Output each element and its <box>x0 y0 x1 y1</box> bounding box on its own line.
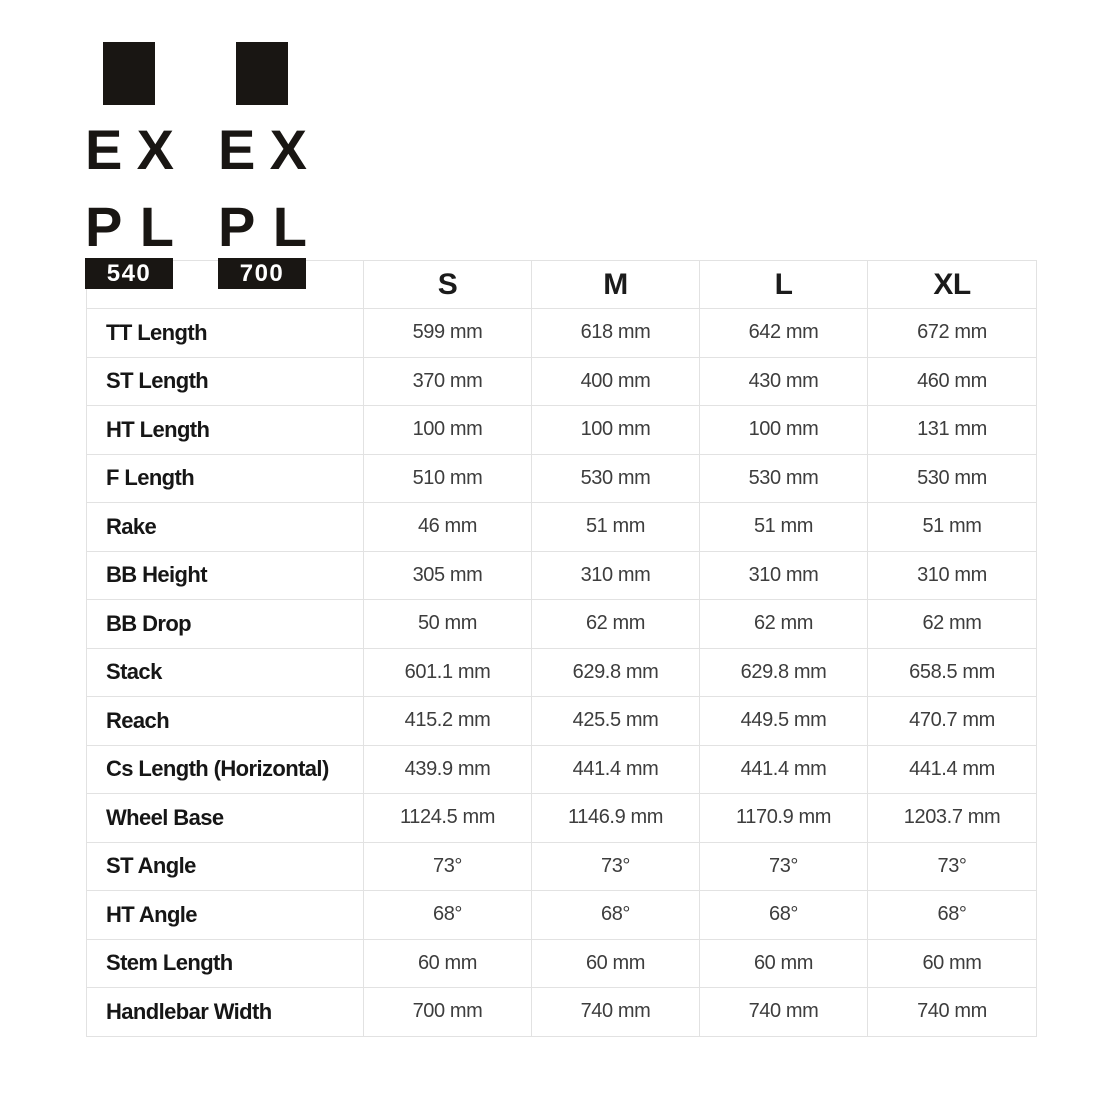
size-header-s: S <box>363 261 531 308</box>
logo-square-icon <box>103 42 155 105</box>
value-cell: 441.4 mm <box>531 744 699 793</box>
row-label: Wheel Base <box>87 793 363 842</box>
row-label: HT Length <box>87 405 363 454</box>
row-label: Handlebar Width <box>87 987 363 1036</box>
value-cell: 51 mm <box>699 502 867 551</box>
logo-letter: L <box>139 195 174 258</box>
logo-badge-540: 540 <box>85 258 173 289</box>
value-cell: 460 mm <box>867 356 1036 405</box>
logo-letter: E <box>218 118 255 181</box>
logo-letter: X <box>269 118 307 181</box>
row-label: Stack <box>87 647 363 697</box>
value-cell: 530 mm <box>867 453 1036 502</box>
value-cell: 100 mm <box>531 405 699 454</box>
value-cell: 370 mm <box>363 356 531 405</box>
value-cell: 310 mm <box>531 550 699 599</box>
value-cell: 62 mm <box>699 599 867 648</box>
value-cell: 740 mm <box>531 987 699 1036</box>
value-cell: 131 mm <box>867 405 1036 454</box>
value-cell: 68° <box>531 890 699 939</box>
logo-letter: P <box>85 195 122 258</box>
logo-square-icon <box>236 42 288 105</box>
size-header-m: M <box>531 261 699 308</box>
logo-letter: L <box>272 195 307 258</box>
value-cell: 46 mm <box>363 502 531 551</box>
value-cell: 400 mm <box>531 356 699 405</box>
value-cell: 415.2 mm <box>363 696 531 745</box>
value-cell: 1203.7 mm <box>867 793 1036 842</box>
value-cell: 470.7 mm <box>867 696 1036 745</box>
row-label: BB Height <box>87 550 363 600</box>
value-cell: 740 mm <box>699 987 867 1036</box>
value-cell: 601.1 mm <box>363 647 531 696</box>
value-cell: 310 mm <box>867 550 1036 599</box>
value-cell: 60 mm <box>363 938 531 987</box>
value-cell: 60 mm <box>531 938 699 987</box>
value-cell: 100 mm <box>363 405 531 454</box>
value-cell: 441.4 mm <box>699 744 867 793</box>
row-label: Cs Length (Horizontal) <box>87 744 363 794</box>
value-cell: 305 mm <box>363 550 531 599</box>
row-label: BB Drop <box>87 599 363 648</box>
logo-badge-700: 700 <box>218 258 306 289</box>
value-cell: 599 mm <box>363 308 531 357</box>
value-cell: 50 mm <box>363 599 531 648</box>
value-cell: 510 mm <box>363 453 531 502</box>
value-cell: 62 mm <box>867 599 1036 648</box>
value-cell: 100 mm <box>699 405 867 454</box>
value-cell: 1146.9 mm <box>531 793 699 842</box>
logo-letters-row: E X <box>85 118 174 181</box>
logo-expl-700: E X P L 700 <box>218 0 307 292</box>
value-cell: 530 mm <box>531 453 699 502</box>
size-header-l: L <box>699 261 867 308</box>
row-label: HT Angle <box>87 890 363 939</box>
value-cell: 1170.9 mm <box>699 793 867 842</box>
value-cell: 51 mm <box>867 502 1036 551</box>
logo-letters-row: P L <box>85 195 174 258</box>
value-cell: 449.5 mm <box>699 696 867 745</box>
value-cell: 68° <box>699 890 867 939</box>
row-label: F Length <box>87 453 363 503</box>
logo-letters-row: P L <box>218 195 307 258</box>
value-cell: 642 mm <box>699 308 867 357</box>
value-cell: 68° <box>363 890 531 939</box>
logo-expl-540: E X P L 540 <box>85 0 174 292</box>
value-cell: 530 mm <box>699 453 867 502</box>
value-cell: 73° <box>531 841 699 890</box>
value-cell: 73° <box>867 841 1036 890</box>
logo-letter: P <box>218 195 255 258</box>
value-cell: 68° <box>867 890 1036 939</box>
value-cell: 740 mm <box>867 987 1036 1036</box>
value-cell: 73° <box>363 841 531 890</box>
value-cell: 62 mm <box>531 599 699 648</box>
value-cell: 1124.5 mm <box>363 793 531 842</box>
geometry-table: S M L XL TT Length 599 mm 618 mm 642 mm … <box>86 260 1037 1037</box>
row-label: ST Angle <box>87 841 363 891</box>
logo-letters-row: E X <box>218 118 307 181</box>
size-header-xl: XL <box>867 261 1036 308</box>
value-cell: 629.8 mm <box>699 647 867 696</box>
value-cell: 310 mm <box>699 550 867 599</box>
value-cell: 425.5 mm <box>531 696 699 745</box>
row-label: Reach <box>87 696 363 745</box>
row-label: Stem Length <box>87 938 363 988</box>
value-cell: 60 mm <box>699 938 867 987</box>
value-cell: 60 mm <box>867 938 1036 987</box>
row-label: ST Length <box>87 356 363 406</box>
logo-letter: E <box>85 118 122 181</box>
value-cell: 618 mm <box>531 308 699 357</box>
value-cell: 629.8 mm <box>531 647 699 696</box>
logo-letter: X <box>136 118 174 181</box>
value-cell: 700 mm <box>363 987 531 1036</box>
value-cell: 441.4 mm <box>867 744 1036 793</box>
value-cell: 439.9 mm <box>363 744 531 793</box>
value-cell: 658.5 mm <box>867 647 1036 696</box>
value-cell: 51 mm <box>531 502 699 551</box>
row-label: Rake <box>87 502 363 551</box>
value-cell: 672 mm <box>867 308 1036 357</box>
row-label: TT Length <box>87 308 363 357</box>
value-cell: 73° <box>699 841 867 890</box>
value-cell: 430 mm <box>699 356 867 405</box>
